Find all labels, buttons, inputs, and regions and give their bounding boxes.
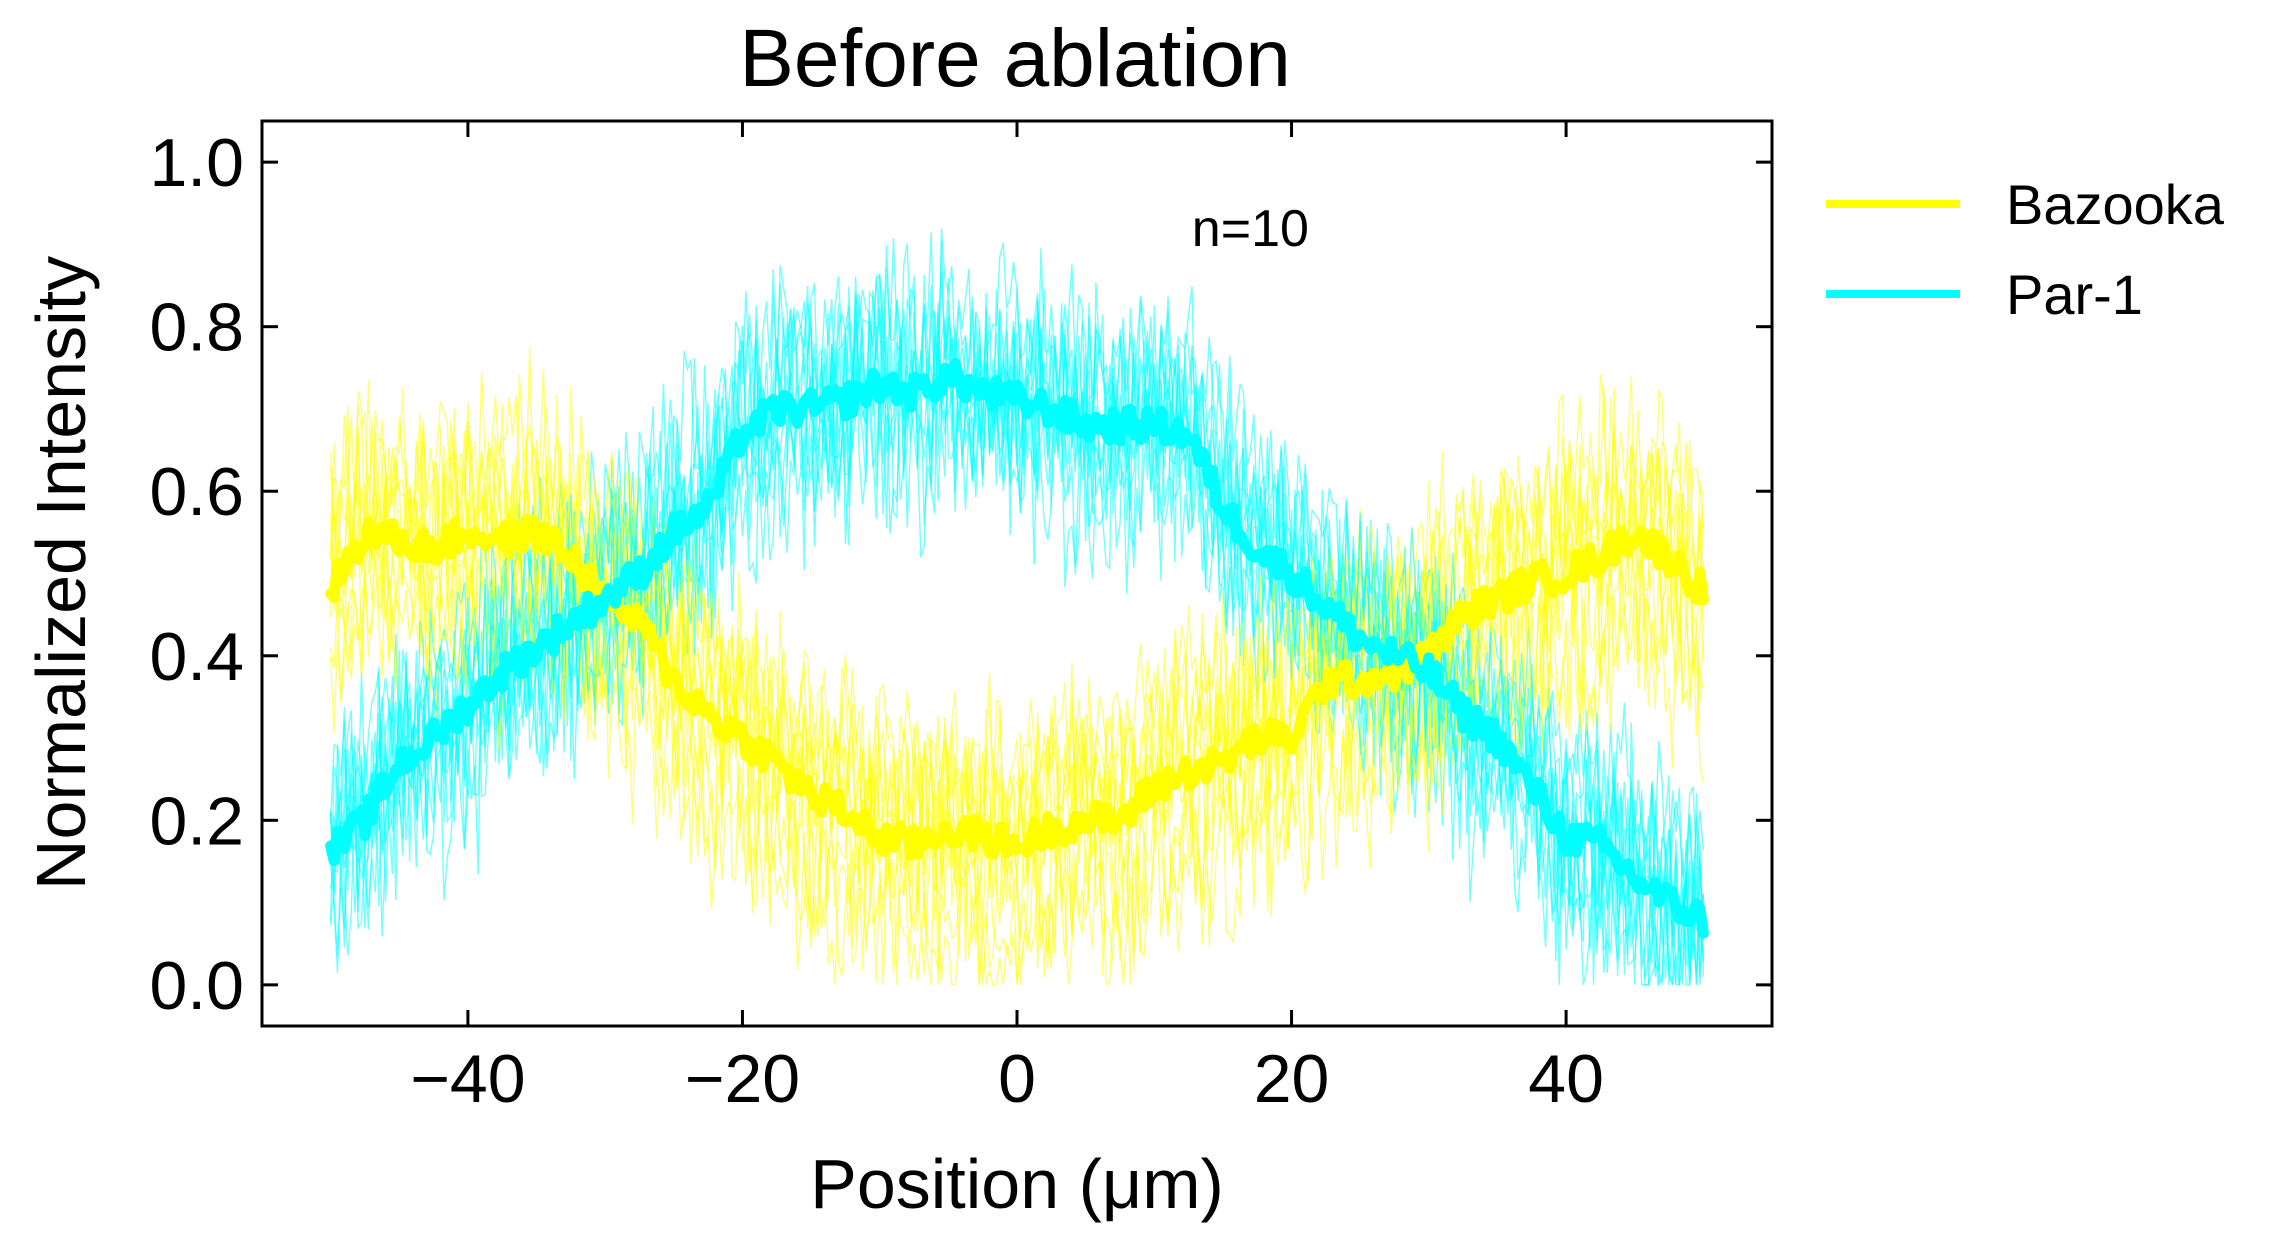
mean-line-par-1	[325, 357, 1709, 939]
x-axis: −40 −20 0 20 40	[410, 121, 1604, 1117]
x-tick-label: 20	[1254, 1041, 1330, 1117]
y-axis: 0.0 0.2 0.4 0.6 0.8 1.0	[149, 125, 1772, 1024]
individual-traces	[329, 228, 1705, 988]
y-axis-label: Normalized Intensity	[22, 256, 100, 890]
x-axis-label: Position (μm)	[810, 1145, 1224, 1223]
trace-bazooka	[329, 347, 1705, 867]
mean-line-bazooka	[325, 514, 1709, 861]
y-tick-label: 0.8	[149, 290, 244, 366]
annotation-n: n=10	[1192, 200, 1309, 258]
legend-label: Bazooka	[2006, 173, 2225, 236]
y-tick-label: 0.2	[149, 783, 244, 859]
x-tick-label: −20	[685, 1041, 800, 1117]
x-tick-label: 0	[998, 1041, 1036, 1117]
y-tick-label: 0.0	[149, 948, 244, 1024]
trace-bazooka	[329, 374, 1704, 860]
y-tick-label: 0.6	[149, 454, 244, 530]
legend-label: Par-1	[2006, 263, 2143, 326]
y-tick-label: 0.4	[149, 619, 244, 695]
chart-title: Before ablation	[739, 13, 1291, 104]
mean-lines	[325, 357, 1709, 939]
x-tick-label: −40	[410, 1041, 525, 1117]
x-tick-label: 40	[1528, 1041, 1604, 1117]
legend: Bazooka Par-1	[1826, 173, 2225, 326]
y-tick-label: 1.0	[149, 125, 244, 201]
